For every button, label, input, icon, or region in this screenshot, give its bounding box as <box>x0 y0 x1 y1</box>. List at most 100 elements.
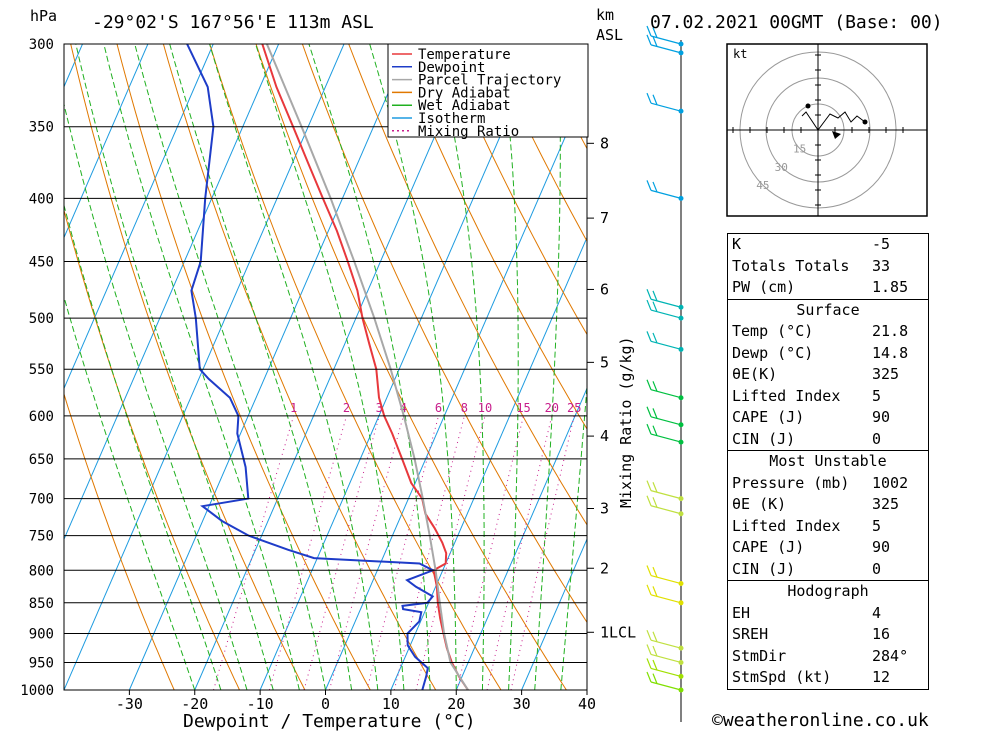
most-unstable-index-row: Lifted Index 5 <box>728 516 928 538</box>
indices-hodograph: EH 4 SREH 16 StmDir 284° StmSpd (kt) 12 <box>728 603 928 689</box>
footer-credit[interactable]: ©weatheronline.co.uk <box>712 710 929 731</box>
most-unstable-index-label: θE (K) <box>732 495 787 513</box>
wind-barb <box>650 189 682 199</box>
isotherm-line <box>0 44 17 690</box>
wind-barb-flag <box>652 408 658 419</box>
x-tick-label: 10 <box>382 695 400 713</box>
wind-barb <box>650 433 682 443</box>
wind-barb-flag <box>652 181 658 193</box>
index-label: K <box>732 235 742 253</box>
hodograph-unit-label: kt <box>733 47 747 61</box>
hodograph-index-row: SREH 16 <box>728 624 928 646</box>
isotherm-line <box>64 44 280 541</box>
date-title: 07.02.2021 00GMT (Base: 00) <box>650 12 943 33</box>
x-tick-label: -10 <box>247 695 274 713</box>
wind-barb-flag <box>652 659 658 671</box>
x-tick-label: 30 <box>513 695 531 713</box>
pressure-tick-label: 350 <box>29 120 54 136</box>
index-label: PW (cm) <box>732 278 796 296</box>
wind-barb-flag <box>646 379 652 390</box>
surface-index-label: CIN (J) <box>732 429 796 448</box>
wind-barb <box>650 389 682 399</box>
wind-barb <box>650 102 682 112</box>
surface-index-label: CAPE (J) <box>732 408 805 426</box>
altitude-tick-label: 5 <box>600 353 609 371</box>
hodograph-index-label: StmDir <box>732 646 787 665</box>
hodograph-ring-label: 15 <box>793 142 806 155</box>
hodograph-index-label: StmSpd (kt) <box>732 668 832 686</box>
wind-barb-flag <box>652 566 658 578</box>
hodograph-point <box>805 103 811 109</box>
storm-motion-marker <box>832 131 841 139</box>
altitude-tick-label: 6 <box>600 280 609 298</box>
surface-index-value: 14.8 <box>872 343 909 362</box>
wind-barb <box>650 681 682 691</box>
x-tick-label: -30 <box>116 695 143 713</box>
surface-index-row: CIN (J) 0 <box>728 429 928 451</box>
most-unstable-index-row: CIN (J) 0 <box>728 559 928 581</box>
most-unstable-index-label: Lifted Index <box>732 516 841 535</box>
hodograph-ring-label: 30 <box>775 161 788 174</box>
legend-label: Isotherm <box>418 111 485 127</box>
wind-barb-flag <box>646 289 652 300</box>
wind-barb-flag <box>646 299 652 311</box>
wind-barb-flag <box>646 495 652 506</box>
wind-barb <box>650 416 682 426</box>
pressure-tick-label: 700 <box>29 492 54 508</box>
hodograph-index-label: EH <box>732 603 751 622</box>
index-value: 1.85 <box>872 278 909 296</box>
wind-barb <box>650 298 682 308</box>
isotherm-line <box>64 44 214 390</box>
mixing-ratio-axis-title: Mixing Ratio (g/kg) <box>617 336 635 508</box>
wind-barb-flag <box>646 629 652 641</box>
hodograph-index-label: SREH <box>732 625 769 643</box>
wind-barb-flag <box>646 180 652 191</box>
wind-barb <box>650 505 682 515</box>
wind-barb-flag <box>652 290 658 302</box>
wind-barb <box>650 490 682 500</box>
most-unstable-index-row: CAPE (J) 90 <box>728 537 928 559</box>
wind-barb-flag <box>646 331 652 342</box>
altitude-tick-label: 4 <box>600 427 609 445</box>
legend-label: Dry Adiabat <box>418 85 511 101</box>
hodograph-point <box>862 119 868 125</box>
indices-top: K -5 Totals Totals 33 PW (cm) 1.85 <box>728 234 928 299</box>
wind-barb-flag <box>652 497 658 508</box>
wind-barb-flag <box>652 631 658 642</box>
most-unstable-index-label: CAPE (J) <box>732 538 805 556</box>
index-row: PW (cm) 1.85 <box>728 277 928 299</box>
most-unstable-index-row: Pressure (mb) 1002 <box>728 473 928 495</box>
isobar-lines <box>64 43 587 691</box>
profile-lines <box>186 44 469 690</box>
wind-barb-flag <box>646 25 652 37</box>
most-unstable-index-value: 90 <box>872 538 891 556</box>
dry-adiabat-line <box>394 44 587 430</box>
x-tick-label: 0 <box>321 695 330 713</box>
wind-barb-flag <box>646 565 652 576</box>
index-row: K -5 <box>728 234 928 256</box>
isotherm-line <box>455 387 587 690</box>
wind-barb-flag <box>652 482 658 493</box>
mixing-ratio-label: 8 <box>461 401 468 415</box>
wind-barb-flag <box>646 644 652 655</box>
index-label: Totals Totals <box>732 256 850 275</box>
wind-barb <box>650 309 682 319</box>
surface-index-row: Lifted Index 5 <box>728 386 928 408</box>
dry-adiabat-line <box>64 208 240 690</box>
indices-surface: Temp (°C) 21.8 Dewp (°C) 14.8 θE(K) 325 Lifted… <box>728 321 928 450</box>
most-unstable-index-value: 5 <box>872 516 882 535</box>
wind-barb-flag <box>652 673 658 684</box>
surface-index-row: Dewp (°C) 14.8 <box>728 343 928 365</box>
surface-index-label: θE(K) <box>732 365 778 383</box>
surface-index-value: 5 <box>872 386 882 405</box>
most-unstable-index-value: 0 <box>872 559 882 578</box>
dry-adiabat-line <box>116 44 371 690</box>
wind-barb-flag <box>652 27 658 38</box>
legend-label: Wet Adiabat <box>418 98 511 114</box>
wind-barb <box>650 639 682 649</box>
wind-barb <box>650 653 682 664</box>
dewpoint-line <box>186 44 436 690</box>
wet-adiabat-line <box>308 44 431 690</box>
pressure-tick-label: 400 <box>29 191 54 207</box>
dry-adiabat-line <box>348 44 587 526</box>
